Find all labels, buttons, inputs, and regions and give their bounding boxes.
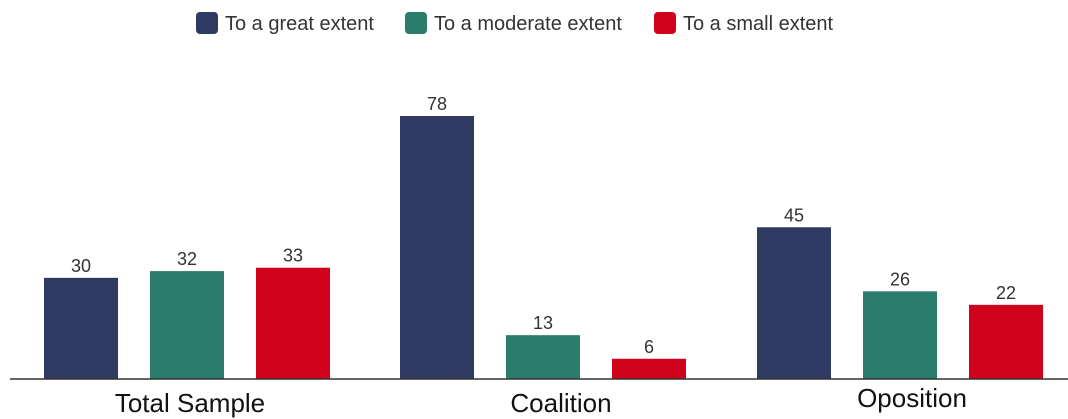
bar-2-3	[612, 358, 686, 379]
bar-1-2	[150, 271, 224, 379]
legend-label-3: To a small extent	[683, 13, 834, 35]
data-label-3-3: 22	[996, 283, 1016, 303]
legend-label-2: To a moderate extent	[434, 13, 622, 35]
data-label-1-2: 32	[177, 249, 197, 269]
bar-3-2	[863, 291, 937, 379]
legend-label-1: To a great extent	[225, 13, 374, 35]
data-label-3-1: 45	[784, 205, 804, 225]
data-label-1-3: 33	[283, 246, 303, 266]
data-label-2-1: 78	[427, 94, 447, 114]
legend-swatch-2	[405, 12, 427, 34]
category-label-1: Total Sample	[115, 388, 265, 418]
data-labels-group: 30 32 33 78 13 6 45 26 22	[71, 94, 1016, 357]
legend-swatch-3	[654, 12, 676, 34]
category-labels-group: Total Sample Coalition Oposition	[115, 383, 967, 418]
legend-swatch-1	[196, 12, 218, 34]
data-label-3-2: 26	[890, 269, 910, 289]
bar-1-1	[44, 277, 118, 379]
category-label-3: Oposition	[857, 383, 967, 413]
bar-1-3	[256, 267, 330, 379]
legend: To a great extent To a moderate extent To …	[196, 12, 834, 35]
bar-2-2	[506, 335, 580, 379]
data-label-2-3: 6	[644, 337, 654, 357]
data-label-2-2: 13	[533, 313, 553, 333]
bar-3-3	[969, 304, 1043, 379]
bars-group	[44, 116, 1043, 379]
category-label-2: Coalition	[510, 388, 611, 418]
bar-3-1	[757, 227, 831, 379]
data-label-1-1: 30	[71, 256, 91, 276]
bar-2-1	[400, 116, 474, 379]
